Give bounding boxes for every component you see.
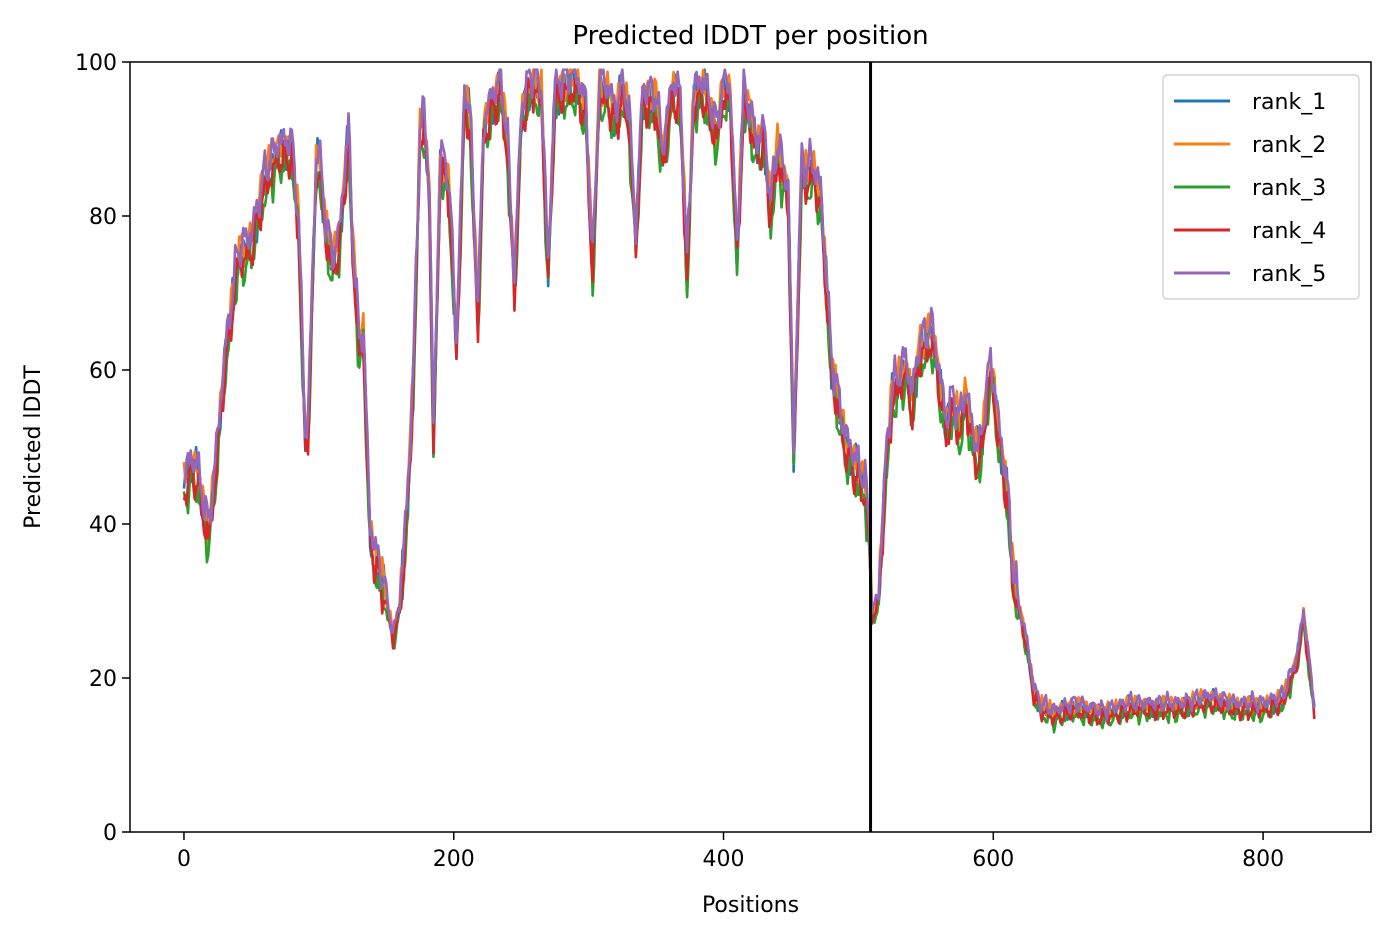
plot-frame [129, 61, 1372, 833]
x-axis-ticks: 0 200 400 600 800 [177, 832, 1284, 872]
y-tick-label: 20 [89, 667, 117, 692]
chart-title: Predicted lDDT per position [572, 21, 928, 51]
y-axis-ticks: 0 20 40 60 80 100 [75, 51, 130, 846]
series-line-rank-2 [182, 68, 1315, 724]
legend-frame [1162, 74, 1360, 300]
legend-label: rank_5 [1252, 262, 1326, 287]
y-tick-label: 80 [89, 205, 117, 230]
series-line-rank-5 [183, 68, 1316, 721]
y-tick-label: 100 [75, 51, 117, 76]
series-layer [182, 68, 1316, 734]
x-tick-label: 200 [433, 847, 475, 872]
legend-label: rank_2 [1252, 133, 1326, 158]
series-line-rank-4 [182, 76, 1316, 727]
legend: rank_1 rank_2 rank_3 rank_4 rank_5 [1162, 74, 1360, 300]
y-tick-label: 0 [103, 821, 117, 846]
x-tick-label: 600 [972, 847, 1014, 872]
legend-label: rank_1 [1252, 90, 1326, 115]
y-axis-label: Predicted lDDT [21, 365, 46, 529]
series-line-rank-1 [182, 68, 1316, 724]
x-tick-label: 0 [177, 847, 191, 872]
y-tick-label: 40 [89, 513, 117, 538]
x-tick-label: 800 [1242, 847, 1284, 872]
x-axis-label: Positions [702, 893, 799, 918]
y-tick-label: 60 [89, 359, 117, 384]
legend-label: rank_4 [1252, 219, 1326, 244]
legend-label: rank_3 [1252, 176, 1326, 201]
series-line-rank-3 [182, 73, 1316, 734]
x-tick-label: 400 [703, 847, 745, 872]
